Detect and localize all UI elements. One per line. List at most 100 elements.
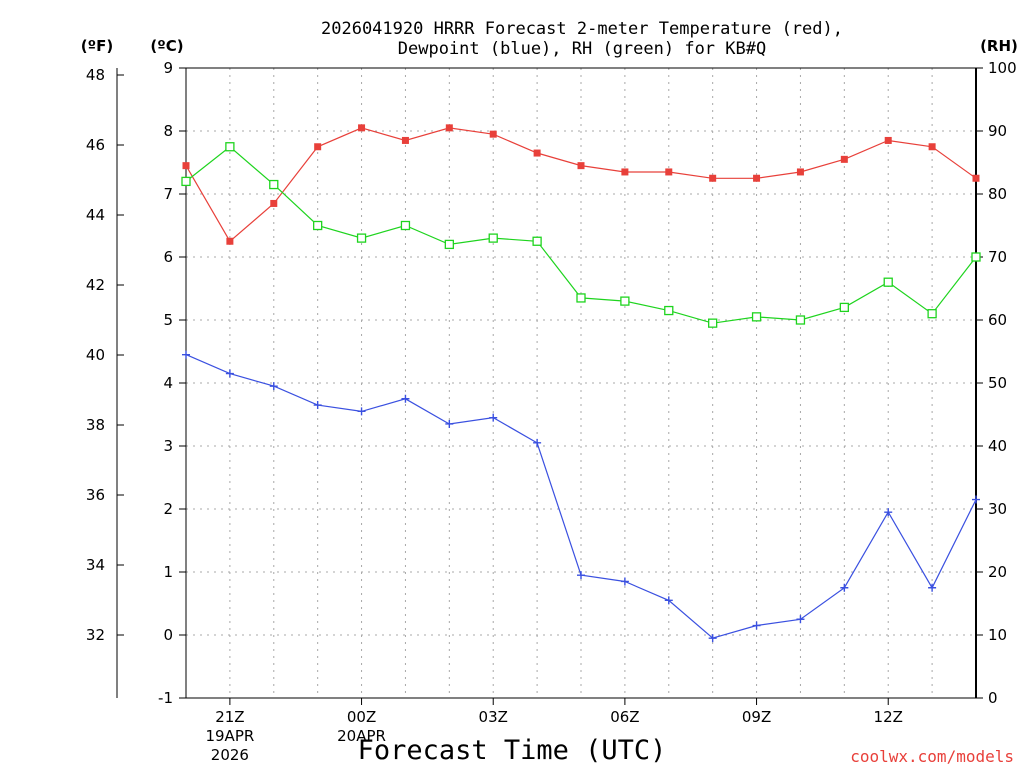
x-tick-label: 03Z: [479, 708, 508, 726]
rh-tick-label: 90: [988, 122, 1007, 140]
credit-text: coolwx.com/models: [850, 747, 1014, 766]
dewpoint-point: [796, 615, 805, 624]
x-tick-label: 12Z: [874, 708, 903, 726]
2-meter-temperature-point: [358, 124, 366, 132]
2-meter-temperature-point: [182, 162, 190, 170]
grid-lines: [186, 68, 976, 698]
c-tick-label: 9: [163, 59, 173, 77]
dewpoint-point: [752, 621, 761, 630]
x-tick-date: 20APR: [337, 727, 386, 745]
chart-title-line1: 2026041920 HRRR Forecast 2-meter Tempera…: [321, 19, 843, 39]
dewpoint-point: [313, 401, 322, 410]
f-tick-label: 32: [86, 626, 105, 644]
f-tick-label: 38: [86, 416, 105, 434]
dewpoint-point: [884, 508, 893, 517]
f-tick-label: 36: [86, 486, 105, 504]
2-meter-temperature-point: [401, 136, 409, 144]
c-tick-label: -1: [158, 689, 173, 707]
rh-tick-label: 0: [988, 689, 998, 707]
c-tick-label: 4: [163, 374, 173, 392]
rh-tick-label: 20: [988, 563, 1007, 581]
rh-axis: 0 10 20 30 40 50 60 70 80 90 100: [976, 59, 1017, 707]
rh-tick-label: 30: [988, 500, 1007, 518]
c-tick-label: 0: [163, 626, 173, 644]
f-tick-label: 42: [86, 276, 105, 294]
fahrenheit-axis: 32 34 36 38 40 42 44 46 48: [86, 66, 124, 644]
rh-point: [971, 252, 981, 262]
2-meter-temperature-series: [182, 124, 980, 245]
dewpoint-point: [972, 495, 980, 504]
dewpoint-point: [533, 438, 542, 447]
2-meter-temperature-point: [796, 168, 804, 176]
fahrenheit-unit-label: (ºF): [81, 37, 113, 55]
x-tick-date: 19APR: [205, 727, 254, 745]
rh-point: [620, 296, 630, 306]
2-meter-temperature-point: [533, 149, 541, 157]
dewpoint-series: [182, 350, 980, 643]
c-tick-label: 2: [163, 500, 173, 518]
dewpoint-point: [401, 394, 410, 403]
rh-point: [664, 305, 674, 316]
dewpoint-point: [182, 350, 190, 359]
chart-title-line2: Dewpoint (blue), RH (green) for KB#Q: [398, 39, 766, 59]
c-tick-label: 3: [163, 437, 173, 455]
rh-tick-label: 40: [988, 437, 1007, 455]
rh-point: [795, 315, 806, 325]
2-meter-temperature-point: [489, 130, 497, 138]
x-tick-label: 06Z: [610, 708, 639, 726]
rh-point: [576, 293, 586, 303]
2-meter-temperature-point: [840, 155, 848, 163]
dewpoint-point: [840, 583, 849, 592]
rh-point: [444, 239, 454, 250]
series-layer: [181, 124, 981, 643]
f-tick-label: 40: [86, 346, 105, 364]
rh-point: [400, 220, 411, 231]
celsius-unit-label: (ºC): [150, 37, 183, 55]
dewpoint-point: [928, 583, 937, 592]
dewpoint-point: [489, 413, 498, 422]
2-meter-temperature-point: [665, 168, 673, 176]
dewpoint-point: [225, 369, 234, 378]
c-tick-label: 8: [163, 122, 173, 140]
rh-tick-label: 100: [988, 59, 1017, 77]
2-meter-temperature-point: [314, 143, 322, 151]
rh-tick-label: 70: [988, 248, 1007, 266]
2-meter-temperature-line: [185, 127, 977, 243]
dewpoint-point: [620, 577, 629, 586]
2-meter-temperature-point: [972, 174, 980, 182]
f-tick-label: 48: [86, 66, 105, 84]
rh-point: [488, 233, 498, 243]
rh-tick-label: 80: [988, 185, 1007, 203]
x-tick-year: 2026: [211, 746, 249, 764]
2-meter-temperature-point: [753, 174, 761, 182]
f-tick-label: 44: [86, 206, 105, 224]
x-tick-label: 00Z: [347, 708, 376, 726]
2-meter-temperature-point: [577, 162, 585, 170]
dewpoint-point: [357, 407, 366, 416]
rh-tick-label: 50: [988, 374, 1007, 392]
dewpoint-point: [269, 382, 278, 391]
rh-tick-label: 60: [988, 311, 1007, 329]
2-meter-temperature-point: [709, 174, 717, 182]
2-meter-temperature-point: [226, 237, 234, 245]
x-tick-label: 21Z: [215, 708, 244, 726]
f-tick-label: 46: [86, 136, 105, 154]
c-tick-label: 5: [163, 311, 173, 329]
rh-point: [751, 312, 762, 322]
2-meter-temperature-point: [270, 199, 278, 207]
rh-tick-label: 10: [988, 626, 1007, 644]
celsius-axis: -1 0 1 2 3 4 5 6 7 8 9: [158, 59, 186, 707]
dewpoint-point: [445, 419, 454, 428]
x-tick-label: 09Z: [742, 708, 771, 726]
rh-point: [708, 318, 718, 328]
rh-point: [181, 176, 191, 187]
2-meter-temperature-point: [445, 124, 453, 132]
rh-point: [883, 277, 893, 287]
2-meter-temperature-point: [621, 168, 629, 176]
f-tick-label: 34: [86, 556, 105, 574]
rh-point: [839, 302, 849, 313]
rh-point: [927, 309, 937, 319]
rh-series: [181, 142, 981, 328]
